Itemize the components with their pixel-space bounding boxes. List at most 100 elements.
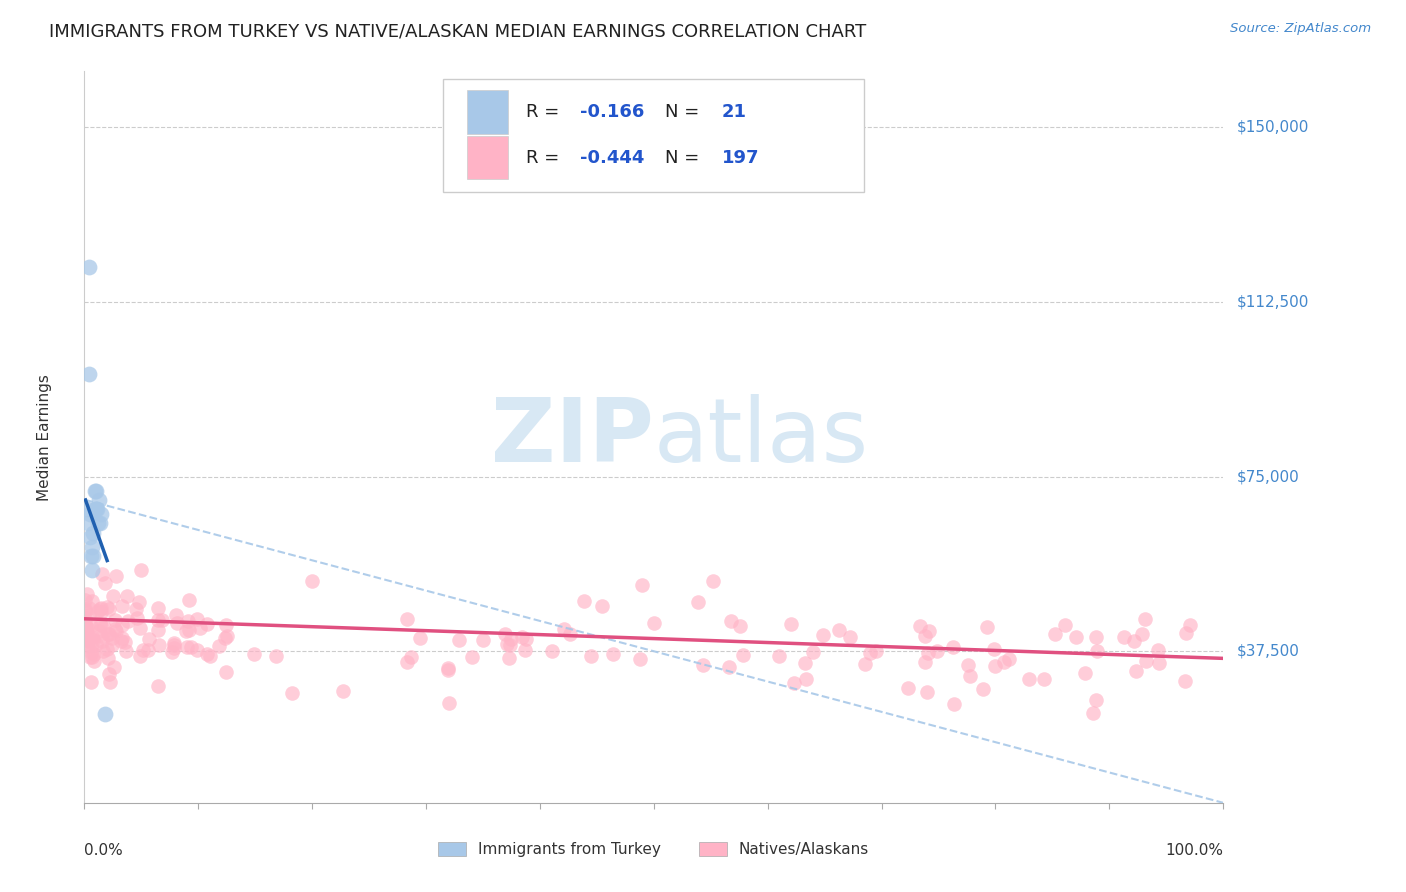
Point (1135, 612, 1157, 626)
Point (731, 648, 754, 662)
Point (515, 632, 537, 647)
Point (83, 647, 105, 661)
Point (855, 657, 877, 672)
Text: 197: 197 (723, 149, 759, 167)
Point (179, 593, 201, 607)
Point (207, 640, 229, 654)
Point (174, 624, 197, 638)
Point (82, 630, 104, 644)
Point (76, 631, 98, 645)
Point (146, 679, 169, 693)
Point (925, 644, 948, 658)
Point (97, 627, 120, 641)
Point (76, 633, 98, 648)
Point (177, 623, 200, 637)
Point (82, 549, 104, 563)
Point (111, 599, 134, 614)
Point (110, 633, 132, 648)
Point (180, 640, 202, 654)
Point (1045, 627, 1067, 641)
Point (176, 640, 198, 654)
Point (281, 686, 304, 700)
Point (794, 657, 817, 671)
Point (79, 649, 101, 664)
Point (79, 507, 101, 521)
Point (77, 607, 100, 622)
Text: N =: N = (665, 103, 706, 120)
Point (104, 623, 127, 637)
Point (98, 627, 121, 641)
Point (87, 516, 110, 531)
Point (1174, 626, 1197, 640)
Point (439, 696, 461, 710)
FancyBboxPatch shape (467, 90, 508, 134)
Point (501, 632, 523, 646)
Point (972, 682, 994, 697)
Text: $75,000: $75,000 (1237, 469, 1301, 484)
Point (77, 601, 100, 615)
Legend: Immigrants from Turkey, Natives/Alaskans: Immigrants from Turkey, Natives/Alaskans (439, 842, 869, 857)
Point (242, 647, 264, 661)
Point (897, 681, 920, 695)
Point (859, 646, 882, 660)
Point (1178, 618, 1201, 632)
Point (447, 632, 470, 647)
Point (82, 540, 104, 554)
Point (79, 645, 101, 659)
Point (917, 646, 939, 660)
Point (783, 676, 806, 690)
Point (87, 604, 110, 618)
Point (76, 639, 98, 653)
Text: $112,500: $112,500 (1237, 294, 1309, 310)
Point (96, 641, 118, 656)
Point (101, 589, 124, 603)
Point (138, 632, 160, 647)
Point (84, 483, 107, 498)
Point (89, 493, 111, 508)
Point (602, 647, 624, 661)
Point (97, 667, 120, 681)
Point (75, 601, 97, 615)
Point (591, 599, 613, 614)
Point (215, 665, 238, 679)
Point (82, 563, 104, 577)
Point (146, 613, 169, 627)
Point (498, 650, 520, 665)
Point (97, 650, 120, 665)
Point (1125, 664, 1147, 678)
Point (195, 617, 218, 632)
Point (148, 601, 170, 615)
Point (540, 644, 562, 658)
Point (75, 619, 97, 633)
Point (1085, 644, 1108, 658)
Point (494, 627, 516, 641)
Point (197, 647, 219, 661)
Point (117, 614, 139, 628)
Point (89, 617, 111, 632)
Point (993, 655, 1015, 669)
Point (111, 618, 134, 632)
Text: N =: N = (665, 149, 706, 167)
Point (128, 649, 150, 664)
Point (76, 587, 98, 601)
Point (215, 629, 238, 643)
Point (1033, 672, 1056, 686)
Point (82, 594, 104, 608)
Point (827, 624, 849, 638)
Point (75, 593, 97, 607)
Point (768, 648, 790, 663)
Point (914, 629, 936, 643)
Point (129, 563, 152, 577)
Point (513, 642, 536, 657)
Point (1018, 672, 1040, 686)
Point (77, 260, 100, 274)
Point (111, 631, 134, 645)
Point (408, 631, 430, 645)
Point (983, 642, 1005, 657)
Point (125, 611, 148, 625)
Text: Source: ZipAtlas.com: Source: ZipAtlas.com (1230, 22, 1371, 36)
Text: R =: R = (526, 103, 565, 120)
Point (82, 632, 104, 647)
Point (976, 620, 998, 634)
Point (332, 684, 354, 698)
